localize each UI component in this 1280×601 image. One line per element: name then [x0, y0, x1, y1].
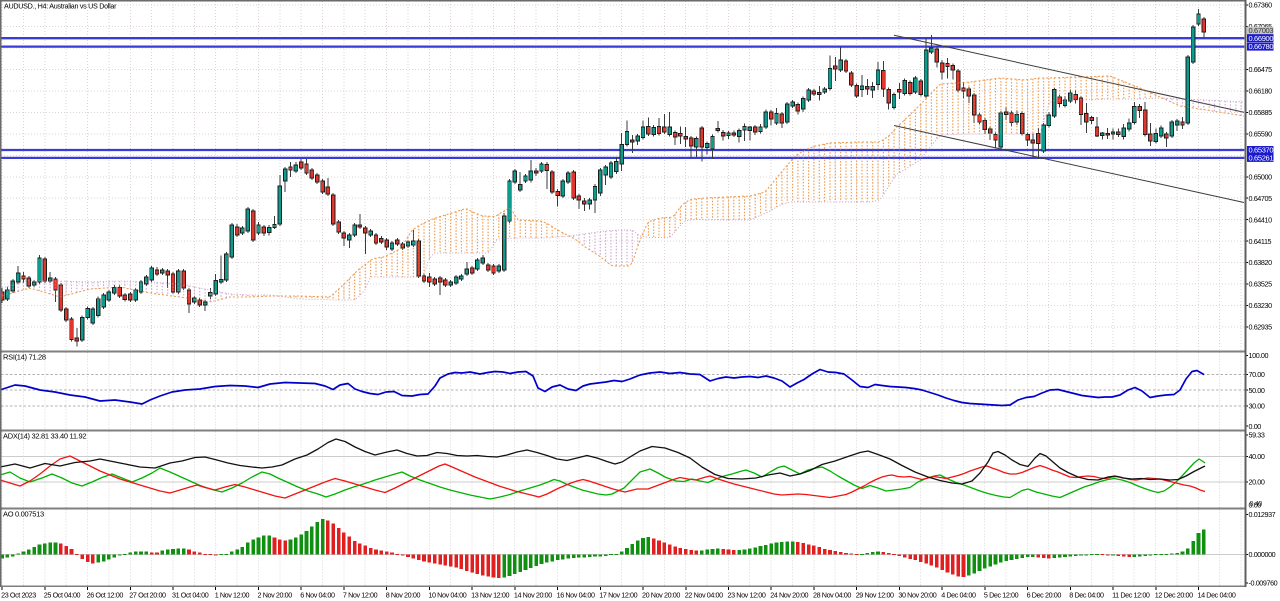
svg-text:20 Nov 20:00: 20 Nov 20:00	[642, 591, 680, 600]
svg-text:0.66475: 0.66475	[1249, 65, 1273, 74]
svg-text:59.33: 59.33	[1249, 430, 1265, 439]
svg-text:0.00: 0.00	[1249, 422, 1262, 431]
svg-text:0.62935: 0.62935	[1249, 323, 1273, 332]
svg-text:28 Nov 04:00: 28 Nov 04:00	[813, 591, 851, 600]
svg-text:0.67360: 0.67360	[1249, 1, 1273, 10]
svg-text:0.63820: 0.63820	[1249, 258, 1273, 267]
svg-text:0.66180: 0.66180	[1249, 87, 1273, 96]
svg-text:8 Dec 04:00: 8 Dec 04:00	[1069, 591, 1104, 600]
svg-text:6 Dec 20:00: 6 Dec 20:00	[1027, 591, 1062, 600]
svg-text:0.64705: 0.64705	[1249, 194, 1273, 203]
svg-text:0.40: 0.40	[1250, 499, 1263, 508]
svg-text:0.65370: 0.65370	[1249, 146, 1274, 155]
svg-text:14 Nov 20:00: 14 Nov 20:00	[514, 591, 552, 600]
svg-text:7 Nov 12:00: 7 Nov 12:00	[343, 591, 378, 600]
svg-text:26 Oct 12:00: 26 Oct 12:00	[87, 591, 124, 600]
svg-text:0.65000: 0.65000	[1249, 172, 1273, 181]
svg-text:0.67003: 0.67003	[1249, 26, 1274, 35]
svg-text:0.64115: 0.64115	[1249, 237, 1272, 246]
svg-text:0.65885: 0.65885	[1249, 108, 1273, 117]
svg-text:17 Nov 12:00: 17 Nov 12:00	[599, 591, 637, 600]
svg-text:0.63230: 0.63230	[1249, 301, 1273, 310]
svg-text:70.00: 70.00	[1249, 370, 1265, 379]
svg-text:14 Dec 04:00: 14 Dec 04:00	[1198, 591, 1236, 600]
svg-text:30.00: 30.00	[1249, 401, 1265, 410]
svg-text:100.00: 100.00	[1249, 351, 1269, 360]
svg-text:23 Oct 2023: 23 Oct 2023	[1, 591, 36, 600]
svg-text:12 Dec 20:00: 12 Dec 20:00	[1155, 591, 1193, 600]
svg-text:1 Nov 12:00: 1 Nov 12:00	[215, 591, 250, 600]
svg-text:0.012937: 0.012937	[1249, 510, 1276, 519]
svg-text:0.63525: 0.63525	[1249, 280, 1273, 289]
svg-text:4 Dec 04:00: 4 Dec 04:00	[941, 591, 976, 600]
svg-text:22 Nov 04:00: 22 Nov 04:00	[685, 591, 723, 600]
svg-text:0.00: 0.00	[1249, 500, 1262, 509]
svg-text:11 Dec 12:00: 11 Dec 12:00	[1112, 591, 1150, 600]
svg-text:29 Nov 12:00: 29 Nov 12:00	[856, 591, 894, 600]
svg-text:40.00: 40.00	[1249, 452, 1265, 461]
svg-text:8 Nov 20:00: 8 Nov 20:00	[386, 591, 421, 600]
svg-text:2 Nov 20:00: 2 Nov 20:00	[258, 591, 293, 600]
svg-text:23 Nov 12:00: 23 Nov 12:00	[728, 591, 766, 600]
svg-text:24 Nov 20:00: 24 Nov 20:00	[770, 591, 808, 600]
svg-text:0.65590: 0.65590	[1249, 129, 1273, 138]
svg-text:0.66900: 0.66900	[1249, 34, 1274, 43]
svg-text:50.00: 50.00	[1249, 386, 1265, 395]
svg-text:13 Nov 12:00: 13 Nov 12:00	[471, 591, 509, 600]
svg-text:0.65261: 0.65261	[1249, 154, 1274, 163]
svg-text:0.66780: 0.66780	[1249, 42, 1274, 51]
svg-text:20.00: 20.00	[1249, 477, 1265, 486]
svg-text:27 Oct 20:00: 27 Oct 20:00	[129, 591, 166, 600]
svg-text:AO 0.007513: AO 0.007513	[3, 510, 44, 519]
svg-text:RSI(14) 71.28: RSI(14) 71.28	[3, 353, 46, 362]
svg-text:-0.009760: -0.009760	[1249, 578, 1278, 587]
svg-text:0.64410: 0.64410	[1249, 215, 1273, 224]
svg-text:0.000000: 0.000000	[1249, 550, 1276, 559]
svg-text:30 Nov 20:00: 30 Nov 20:00	[898, 591, 936, 600]
svg-text:31 Oct 04:00: 31 Oct 04:00	[172, 591, 209, 600]
svg-text:ADX(14) 32.81 33.40 11.92: ADX(14) 32.81 33.40 11.92	[3, 432, 86, 441]
svg-text:25 Oct 04:00: 25 Oct 04:00	[44, 591, 81, 600]
svg-text:5 Dec 12:00: 5 Dec 12:00	[984, 591, 1019, 600]
svg-text:AUDUSD., H4: Australian vs US: AUDUSD., H4: Australian vs US Dollar	[4, 2, 117, 11]
svg-text:10 Nov 04:00: 10 Nov 04:00	[428, 591, 466, 600]
svg-text:16 Nov 04:00: 16 Nov 04:00	[557, 591, 595, 600]
svg-text:6 Nov 04:00: 6 Nov 04:00	[300, 591, 335, 600]
